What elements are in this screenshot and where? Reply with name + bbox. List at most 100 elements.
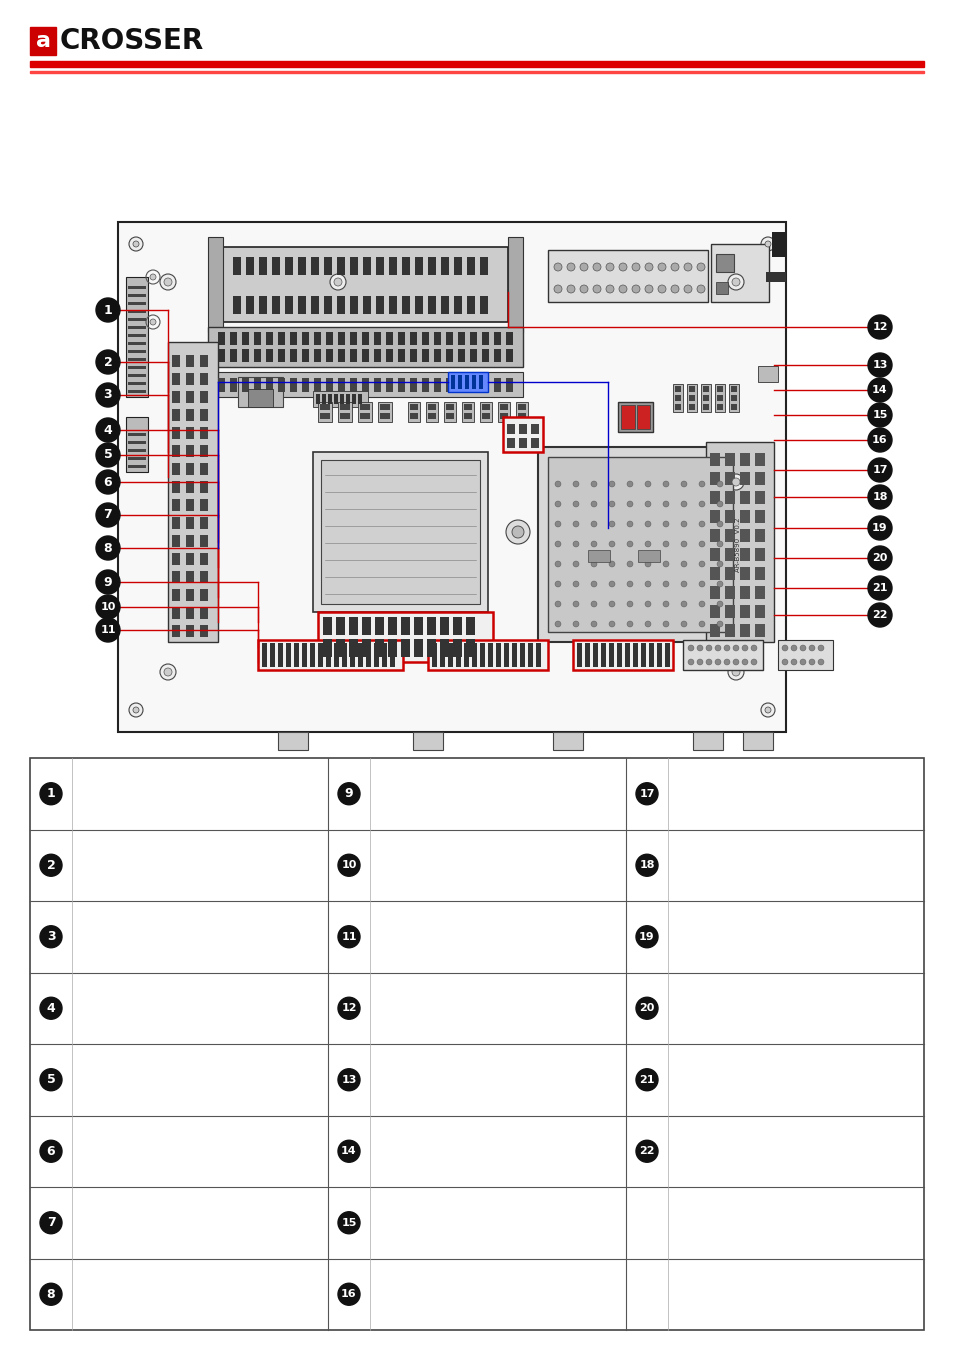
Bar (421, 332, 429, 346)
Bar (375, 617, 384, 634)
Bar (186, 392, 193, 404)
Bar (326, 643, 331, 667)
Circle shape (662, 541, 668, 547)
Bar (428, 296, 436, 315)
Bar (186, 427, 193, 439)
Circle shape (40, 1141, 62, 1162)
Circle shape (40, 1069, 62, 1091)
Circle shape (555, 562, 560, 567)
Bar (414, 639, 422, 657)
Bar (502, 417, 542, 452)
Bar (410, 332, 416, 346)
Bar (675, 386, 680, 391)
Bar (200, 535, 208, 547)
Bar (724, 548, 734, 562)
Bar (479, 256, 488, 275)
Text: 4: 4 (104, 424, 112, 436)
Bar (709, 567, 720, 580)
Bar (339, 404, 350, 410)
Circle shape (555, 481, 560, 487)
Bar (730, 404, 737, 410)
Text: 17: 17 (871, 464, 887, 475)
Circle shape (750, 645, 757, 651)
Bar (754, 491, 764, 504)
Bar (479, 402, 492, 423)
Bar (461, 402, 474, 423)
Bar (200, 409, 208, 421)
Bar (517, 413, 525, 418)
Bar (128, 433, 146, 436)
Circle shape (593, 285, 600, 293)
Bar (547, 458, 732, 632)
Bar (272, 256, 280, 275)
Text: 9: 9 (104, 575, 112, 589)
Bar (467, 256, 475, 275)
Bar (366, 643, 371, 667)
Circle shape (96, 536, 120, 560)
Text: 16: 16 (871, 435, 887, 446)
Bar (702, 386, 708, 391)
Bar (128, 294, 146, 297)
Bar (172, 481, 180, 493)
Bar (258, 256, 267, 275)
Text: 8: 8 (47, 1288, 55, 1301)
Text: 5: 5 (47, 1073, 55, 1087)
Bar (186, 589, 193, 601)
Bar (512, 643, 517, 667)
Circle shape (741, 659, 747, 666)
Circle shape (717, 601, 722, 608)
Circle shape (337, 926, 359, 948)
Bar (350, 296, 357, 315)
Circle shape (555, 580, 560, 587)
Circle shape (636, 1069, 658, 1091)
Text: 3: 3 (104, 389, 112, 401)
Bar (648, 643, 654, 667)
Bar (754, 454, 764, 466)
Circle shape (732, 645, 739, 651)
Text: 21: 21 (639, 1075, 654, 1085)
Bar (208, 238, 223, 332)
Bar (692, 732, 722, 751)
Bar (453, 639, 461, 657)
Bar (724, 586, 734, 599)
Bar (350, 332, 356, 346)
Bar (463, 404, 472, 410)
Bar (573, 640, 672, 670)
Circle shape (334, 278, 341, 286)
Circle shape (608, 580, 615, 587)
Bar (200, 481, 208, 493)
Bar (172, 535, 180, 547)
Bar (518, 437, 526, 448)
Bar (446, 378, 453, 392)
Circle shape (723, 659, 729, 666)
Circle shape (573, 501, 578, 508)
Circle shape (699, 562, 704, 567)
Bar (686, 383, 697, 412)
Bar (497, 402, 510, 423)
Bar (317, 402, 332, 423)
Circle shape (150, 319, 156, 325)
Bar (186, 373, 193, 385)
Text: 6: 6 (47, 1145, 55, 1158)
Text: 1: 1 (104, 304, 112, 316)
Circle shape (644, 601, 650, 608)
Circle shape (573, 521, 578, 526)
Bar (172, 517, 180, 529)
Text: 3: 3 (47, 930, 55, 944)
Bar (200, 355, 208, 367)
Circle shape (512, 526, 523, 539)
Bar (200, 589, 208, 601)
Bar (470, 378, 476, 392)
Bar (375, 256, 384, 275)
Bar (467, 296, 475, 315)
Bar (237, 377, 283, 406)
Bar (337, 378, 345, 392)
Circle shape (699, 580, 704, 587)
Bar (349, 639, 357, 657)
Bar (754, 529, 764, 541)
Bar (128, 342, 146, 346)
Bar (126, 417, 148, 472)
Bar (640, 643, 645, 667)
Bar (277, 332, 285, 346)
Bar (266, 378, 273, 392)
